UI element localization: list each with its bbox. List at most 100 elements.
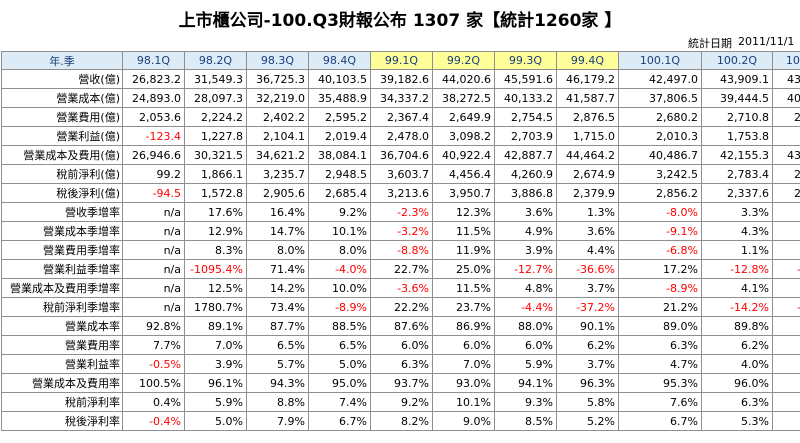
table-cell: 96.3% <box>556 373 619 393</box>
table-cell: 37,806.5 <box>618 88 702 108</box>
table-cell: 0.4% <box>122 392 185 412</box>
table-cell: 6.3% <box>618 335 702 355</box>
table-cell: 9.2% <box>370 392 433 412</box>
table-cell: 8.0% <box>308 240 371 260</box>
table-cell: 4.8% <box>494 278 557 298</box>
table-cell: 2,402.2 <box>246 107 309 127</box>
table-cell: 3.9% <box>494 240 557 260</box>
table-row: 營業利益(億) -123.4 1,227.8 2,104.1 2,019.4 2,478.… <box>1 126 800 146</box>
table-row: 稅前淨利率 0.4% 5.9% 8.8% 7.4% 9.2% 10.1% 9.3% 5.8% 7.… <box>1 392 800 412</box>
table-cell: 2.5% <box>772 221 800 241</box>
row-label: 營業費用(億) <box>1 107 123 127</box>
table-cell: 6.2% <box>701 335 773 355</box>
table-cell: 6.7% <box>308 411 371 431</box>
table-cell: 89.8% <box>701 316 773 336</box>
table-cell: 40,486.7 <box>618 145 702 165</box>
table-cell: -0.0% <box>772 202 800 222</box>
table-cell: -14.2% <box>701 297 773 317</box>
table-cell: 10.1% <box>432 392 495 412</box>
table-cell: 12.5% <box>184 278 247 298</box>
table-cell: 2,595.2 <box>308 107 371 127</box>
table-cell: 5.8% <box>556 392 619 412</box>
table-cell: -12.8% <box>701 259 773 279</box>
table-cell: 3,235.7 <box>246 164 309 184</box>
table-cell: 9.3% <box>494 392 557 412</box>
table-cell: 88.5% <box>308 316 371 336</box>
table-cell: 42,155.3 <box>701 145 773 165</box>
table-cell: 22.7% <box>370 259 433 279</box>
table-row: 營業成本率 92.8% 89.1% 87.7% 88.5% 87.6% 86.9% 88.0%… <box>1 316 800 336</box>
table-cell: 3.7% <box>556 354 619 374</box>
table-cell: -9.1% <box>618 221 702 241</box>
table-cell: 2,674.9 <box>556 164 619 184</box>
table-cell: 41,587.7 <box>556 88 619 108</box>
table-cell: 39,182.6 <box>370 69 433 89</box>
table-cell: 36,704.6 <box>370 145 433 165</box>
table-cell: 8.0% <box>246 240 309 260</box>
table-cell: 28,097.3 <box>184 88 247 108</box>
table-cell: 7.6% <box>618 392 702 412</box>
table-cell: n/a <box>122 202 185 222</box>
table-cell: 1.1% <box>701 240 773 260</box>
column-header: 98.1Q <box>122 51 185 70</box>
table-cell: 6.3% <box>701 392 773 412</box>
row-label: 稅後淨利率 <box>1 411 123 431</box>
table-cell: 2,760.3 <box>772 107 800 127</box>
stats-date-label: 統計日期 <box>688 37 732 50</box>
table-cell: 1,866.1 <box>184 164 247 184</box>
table-cell: 2,783.4 <box>701 164 773 184</box>
table-cell: n/a <box>122 278 185 298</box>
table-cell: 11.5% <box>432 278 495 298</box>
row-label: 營業費用率 <box>1 335 123 355</box>
table-cell: 2,104.1 <box>246 126 309 146</box>
table-cell: 5.2% <box>556 411 619 431</box>
table-cell: 6.0% <box>494 335 557 355</box>
table-cell: 5.7% <box>246 354 309 374</box>
table-cell: 90.1% <box>556 316 619 336</box>
table-cell: 10.0% <box>308 278 371 298</box>
table-row: 稅後淨利率 -0.4% 5.0% 7.9% 6.7% 8.2% 9.0% 8.5% 5.2% 6.… <box>1 411 800 431</box>
table-cell: 45,591.6 <box>494 69 557 89</box>
table-cell: 42,887.7 <box>494 145 557 165</box>
table-cell: 3.3% <box>701 202 773 222</box>
table-cell: n/a <box>122 259 185 279</box>
table-cell: 12.9% <box>184 221 247 241</box>
table-cell: 6.2% <box>556 335 619 355</box>
table-cell: 30,321.5 <box>184 145 247 165</box>
table-cell: 7.4% <box>308 392 371 412</box>
table-cell: 93.7% <box>370 373 433 393</box>
table-cell: 95.0% <box>308 373 371 393</box>
table-cell: 1,572.8 <box>184 183 247 203</box>
table-cell: 6.5% <box>246 335 309 355</box>
page-title: 上市櫃公司-100.Q3財報公布 1307 家【統計1260家 】 <box>178 11 622 31</box>
table-cell: -8.9% <box>308 297 371 317</box>
column-header: 98.3Q <box>246 51 309 70</box>
table-cell: 87.6% <box>370 316 433 336</box>
table-cell: 2,379.9 <box>556 183 619 203</box>
table-cell: 94.3% <box>246 373 309 393</box>
table-cell: 71.4% <box>246 259 309 279</box>
table-cell: 4,260.9 <box>494 164 557 184</box>
table-cell: 2,685.4 <box>308 183 371 203</box>
table-cell: 9.2% <box>308 202 371 222</box>
table-row: 營業利益率 -0.5% 3.9% 5.7% 5.0% 6.3% 7.0% 5.9% 3.7% 4.… <box>1 354 800 374</box>
table-cell: 22.2% <box>370 297 433 317</box>
table-row: 營業費用率 7.7% 7.0% 6.5% 6.5% 6.0% 6.0% 6.0% 6.2% 6.3… <box>1 335 800 355</box>
table-cell: 26,946.6 <box>122 145 185 165</box>
column-header: 99.4Q <box>556 51 619 70</box>
table-cell: 5.3% <box>701 411 773 431</box>
table-cell: 96.1% <box>184 373 247 393</box>
table-cell: -4.0% <box>308 259 371 279</box>
table-cell: 4.9% <box>494 221 557 241</box>
table-cell: 11.5% <box>432 221 495 241</box>
table-cell: n/a <box>122 240 185 260</box>
table-cell: 2,856.2 <box>618 183 702 203</box>
column-header: 99.1Q <box>370 51 433 70</box>
table-cell: -8.9% <box>618 278 702 298</box>
table-cell: 9.0% <box>432 411 495 431</box>
column-header: 100.2Q <box>701 51 773 70</box>
table-row: 營業成本及費用率 100.5% 96.1% 94.3% 95.0% 93.7% 93.0% 9… <box>1 373 800 393</box>
table-cell: 17.6% <box>184 202 247 222</box>
row-label: 營業成本季增率 <box>1 221 123 241</box>
row-label: 營業費用季增率 <box>1 240 123 260</box>
